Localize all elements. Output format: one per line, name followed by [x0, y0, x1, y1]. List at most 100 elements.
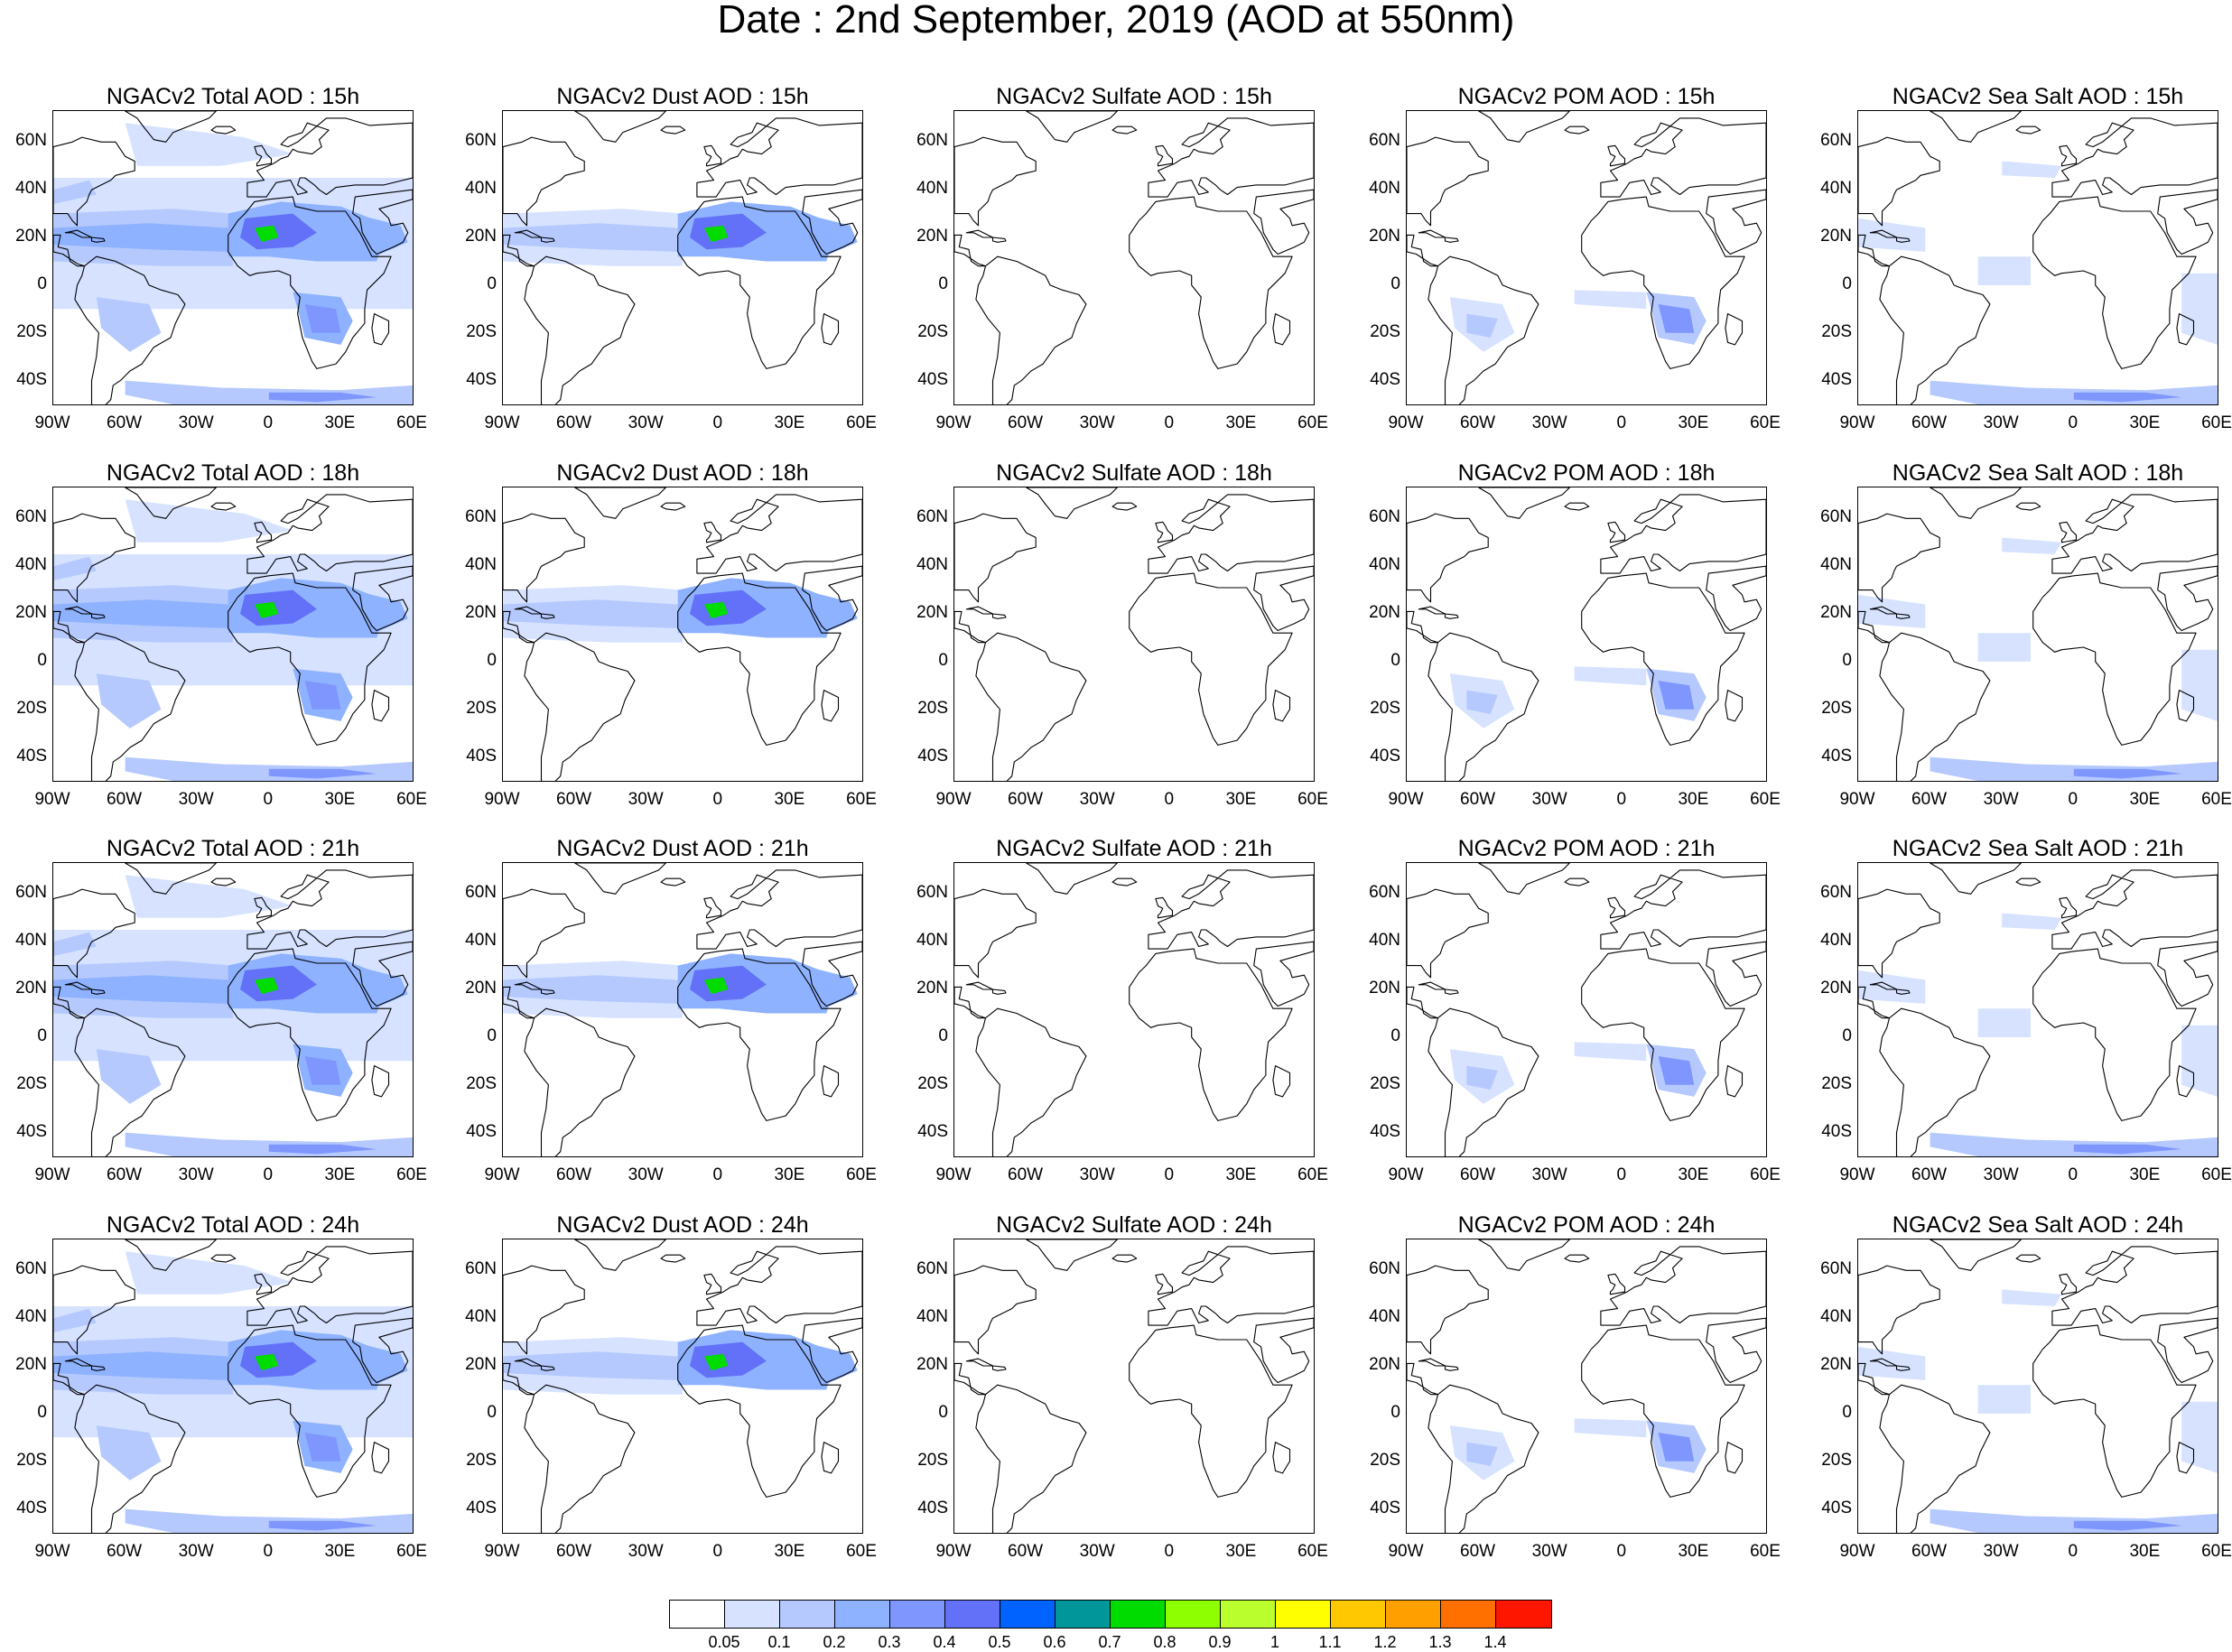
lat-tick-label: 20N	[916, 1355, 948, 1375]
lat-tick-label: 40S	[1370, 746, 1400, 766]
lat-tick-label: 0	[37, 274, 47, 293]
coastline-iceland	[2015, 125, 2041, 135]
coastline-iceland	[210, 877, 237, 886]
lon-tick-label: 60W	[107, 413, 143, 432]
map-svg	[53, 487, 413, 781]
lon-tick-label: 0	[1164, 1165, 1175, 1184]
lat-tick-label: 20S	[466, 698, 497, 718]
coastline-northAmerica	[53, 136, 135, 227]
aerosol-field	[96, 673, 162, 729]
coastline-africa	[1581, 1324, 1745, 1498]
lat-tick-label: 20N	[15, 227, 47, 246]
coastline-africa	[2032, 196, 2197, 369]
coastline-africa	[677, 1324, 842, 1498]
aerosol-field	[2073, 1520, 2182, 1531]
coastline-madagascar	[1272, 313, 1291, 346]
lat-tick-label: 40N	[916, 931, 948, 951]
coastline-hispaniola	[90, 613, 106, 619]
coastline-africa	[1581, 572, 1745, 746]
coastline-arabia	[1253, 189, 1314, 255]
coastline-centralAmerica	[1858, 1362, 1891, 1396]
coastline-northAmerica	[503, 1265, 585, 1355]
aerosol-field	[2181, 1401, 2218, 1473]
coastline-centralAmerica	[53, 234, 86, 267]
lon-tick-label: 60E	[396, 413, 427, 432]
figure-title: Date : 2nd September, 2019 (AOD at 550nm…	[717, 0, 1515, 42]
aerosol-field	[268, 392, 377, 403]
coastline-centralAmerica	[1858, 610, 1891, 644]
lat-tick-label: 0	[1390, 650, 1400, 670]
coastline-northAmerica	[1407, 513, 1489, 603]
panel-title: NGACv2 Dust AOD : 15h	[556, 84, 809, 109]
lon-tick-label: 90W	[935, 1165, 972, 1184]
coastline-arabia	[1706, 941, 1766, 1007]
coastline-greenland	[125, 487, 217, 519]
lon-tick-label: 60E	[2201, 1165, 2232, 1184]
coastline-madagascar	[821, 1442, 840, 1474]
coastline-britain	[1607, 521, 1626, 543]
panel-title: NGACv2 Sea Salt AOD : 21h	[1892, 836, 2184, 861]
coastline-southAmerica	[975, 1384, 1087, 1533]
lat-tick-label: 60N	[15, 131, 47, 151]
coastline-cuba	[514, 606, 543, 615]
map-frame	[953, 862, 1315, 1157]
lon-tick-label: 90W	[1388, 1542, 1424, 1561]
lon-tick-label: 60W	[1008, 790, 1044, 809]
lon-tick-label: 30W	[178, 413, 214, 432]
coastline-hispaniola	[991, 613, 1007, 619]
coastline-hispaniola	[90, 237, 106, 243]
aerosol-field	[1977, 633, 2031, 662]
coastline-cuba	[514, 981, 543, 990]
lat-tick-label: 40N	[1369, 931, 1400, 951]
coastline-europe	[696, 869, 862, 950]
coastline-africa	[1581, 196, 1745, 369]
lat-tick-label: 20N	[916, 603, 948, 623]
lon-tick-label: 30E	[2129, 413, 2161, 432]
panel-total-15h: NGACv2 Total AOD : 15h 60N 40N 20N 0 20S 40S 90…	[15, 83, 427, 462]
panel-seasalt-21h: NGACv2 Sea Salt AOD : 21h 60N 40N 20N 0 20S 40…	[1820, 835, 2232, 1214]
aerosol-field	[125, 1508, 413, 1533]
lon-tick-label: 0	[2068, 413, 2079, 432]
coastline-arabia	[802, 565, 862, 632]
colorbar-swatch	[1111, 1601, 1166, 1628]
lon-tick-label: 60E	[846, 1165, 877, 1184]
coastline-britain	[1607, 1273, 1626, 1295]
coastline-greenland	[1026, 1239, 1118, 1271]
aerosol-field	[125, 1251, 293, 1295]
lat-tick-label: 60N	[465, 507, 497, 527]
aerosol-field	[2002, 913, 2062, 930]
colorbar-tick-label: 1	[1269, 1633, 1279, 1651]
coastline-britain	[703, 144, 722, 167]
coastline-iceland	[210, 1254, 237, 1263]
coastline-africa	[2032, 1324, 2197, 1498]
coastline-northAmerica	[954, 513, 1037, 603]
panel-title: NGACv2 Sea Salt AOD : 18h	[1892, 460, 2184, 486]
aerosol-field	[96, 1425, 162, 1480]
lon-tick-label: 60W	[1008, 413, 1044, 432]
panel-seasalt-24h: NGACv2 Sea Salt AOD : 24h 60N 40N 20N 0 20S 40…	[1820, 1211, 2232, 1591]
coastline-madagascar	[371, 1442, 390, 1474]
lon-tick-label: 30E	[774, 413, 805, 432]
lon-tick-label: 30W	[1983, 413, 2019, 432]
aerosol-field	[254, 1353, 279, 1371]
lat-tick-label: 20N	[15, 1355, 47, 1375]
lon-tick-label: 60W	[1911, 413, 1948, 432]
aerosol-field	[1658, 304, 1695, 333]
aerosol-field	[240, 965, 317, 1002]
lat-tick-label: 0	[1390, 1026, 1400, 1045]
coastline-iceland	[1111, 1254, 1138, 1263]
lon-tick-label: 60E	[846, 790, 877, 809]
coastline-europe	[1148, 1246, 1314, 1326]
map-svg	[503, 1239, 862, 1533]
lat-tick-label: 40S	[466, 1121, 497, 1141]
coastline-madagascar	[371, 690, 390, 722]
coastline-britain	[1607, 144, 1626, 167]
aerosol-field	[2002, 1289, 2062, 1306]
aerosol-field	[254, 977, 279, 995]
aerosol-field	[240, 213, 317, 250]
coastline-madagascar	[1272, 1065, 1291, 1098]
coastline-iceland	[210, 502, 237, 511]
aerosol-field	[53, 223, 228, 252]
panel-pom-21h: NGACv2 POM AOD : 21h 60N 40N 20N 0 20S 40S 90W 6…	[1369, 835, 1781, 1214]
coastline-britain	[2059, 896, 2078, 919]
